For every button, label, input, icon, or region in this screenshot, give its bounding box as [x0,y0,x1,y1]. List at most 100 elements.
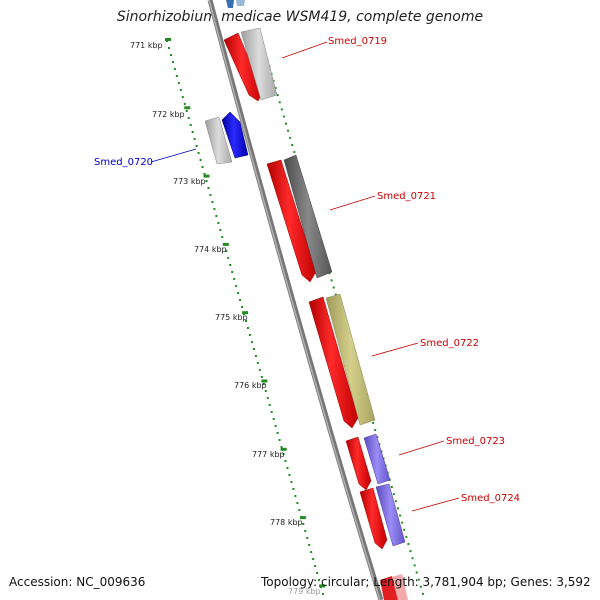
inner-scale-dot [258,369,261,371]
inner-scale-dot [227,257,230,259]
inner-scale-dot [268,404,271,406]
inner-scale-dot [191,131,194,133]
label-smed-0719[interactable]: Smed_0719 [328,36,387,47]
inner-scale-dot [298,509,301,511]
label-smed-0723[interactable]: Smed_0723 [446,436,505,447]
inner-scale-dot [262,383,265,385]
inner-scale-dot [304,530,307,532]
inner-scale-dot [209,194,212,196]
inner-scale-dot [272,418,275,420]
inner-scale-dot [187,117,190,119]
inner-scale-dot [292,488,295,490]
inner-scale-dot [213,208,216,210]
gene-smed-0722[interactable] [308,293,376,429]
inner-scale-dot [217,222,220,224]
inner-scale-dot [264,390,267,392]
tick-label: 774 kbp [194,245,227,254]
inner-scale-dot [237,292,240,294]
label-smed-0722[interactable]: Smed_0722 [420,338,479,349]
outer-scale-dot [278,101,281,104]
tick-label: 777 kbp [252,450,285,459]
inner-scale-dot [201,166,204,168]
inner-scale-dot [225,250,228,252]
inner-scale-dot [231,271,234,273]
inner-scale-dot [266,397,269,399]
partial-feature-bottom[interactable] [380,574,408,600]
inner-scale-dot [290,481,293,483]
inner-scale-dot [322,593,325,595]
outer-scale-dot [330,279,333,282]
gene-labels: Smed_0719 Smed_0720 Smed_0721 Smed_0722 … [94,36,520,504]
outer-scale-dot [284,122,287,125]
inner-scale-dot [193,138,196,140]
inner-scale-dot [169,54,172,56]
outer-scale-dot [415,571,418,574]
outer-scale-dot [403,528,406,531]
outer-scale-dot [401,521,404,524]
inner-scale-dot [278,439,281,441]
inner-scale-dot [248,334,251,336]
accession-info: Accession: NC_009636 [9,575,145,589]
label-leaders [150,41,460,512]
genes-value: 3,592 [556,575,591,589]
major-tick [280,447,287,451]
outer-scale-dot [397,507,400,510]
label-smed-0724[interactable]: Smed_0724 [461,493,520,504]
outer-scale-dot [372,421,375,424]
gene-smed-0723[interactable] [345,433,391,491]
outer-scale-dot [376,436,379,439]
inner-scale-dot [205,180,208,182]
inner-scale-dot [276,432,279,434]
inner-scale-dot [167,47,170,49]
length-value: 3,781,904 bp [422,575,503,589]
inner-scale-dot [288,474,291,476]
inner-scale-dot [302,523,305,525]
tick-labels: 771 kbp 772 kbp 773 kbp 774 kbp 775 kbp … [130,41,321,596]
inner-scale-dot [241,306,244,308]
label-smed-0721[interactable]: Smed_0721 [377,191,436,202]
outer-scale-dot [411,557,414,560]
outer-scale-dot [390,486,393,488]
accession-label: Accession: [9,575,73,589]
inner-scale-dot [185,110,188,112]
inner-scale-dot [260,376,263,378]
inner-scale-dot [173,68,176,70]
inner-scale-dot [252,348,255,350]
inner-scale-dot [296,502,299,504]
inner-scale-dot [318,579,321,581]
label-smed-0720[interactable]: Smed_0720 [94,157,153,168]
inner-scale-dot [282,453,285,455]
outer-scale-dot [417,578,420,581]
outer-scale-dot [394,500,397,503]
tick-label: 773 kbp [173,177,206,186]
major-tick [299,516,306,520]
inner-scale-dot [177,82,180,84]
major-tick [242,311,249,315]
outer-scale-dot [276,94,279,97]
inner-scale-dot [250,341,253,343]
map-title: Sinorhizobium medicae WSM419, complete g… [116,9,484,25]
inner-scale-dot [254,355,257,357]
outer-scale-dot [374,429,377,431]
inner-scale-dot [310,551,313,553]
inner-scale-dot [199,159,202,161]
outer-scale-dot [419,585,422,588]
length-label: Length: [373,575,419,589]
inner-scale-dot [183,103,186,105]
gene-smed-0724[interactable] [359,483,406,550]
outer-scale-dot [287,129,290,132]
inner-scale-dot [207,187,210,189]
gene-smed-0720[interactable] [204,111,249,165]
major-tick [203,174,210,178]
partial-feature-top[interactable] [226,0,245,8]
outer-scale-dot [289,136,292,139]
inner-scale-dot [286,467,289,469]
outer-scale-dot [280,108,283,111]
inner-scale-dot [316,572,319,574]
gene-smed-0721[interactable] [266,154,333,283]
outer-scale-dot [409,550,412,553]
gene-smed-0719[interactable] [223,27,278,102]
inner-scale-dot [211,201,214,203]
inner-scale-dot [195,145,198,147]
